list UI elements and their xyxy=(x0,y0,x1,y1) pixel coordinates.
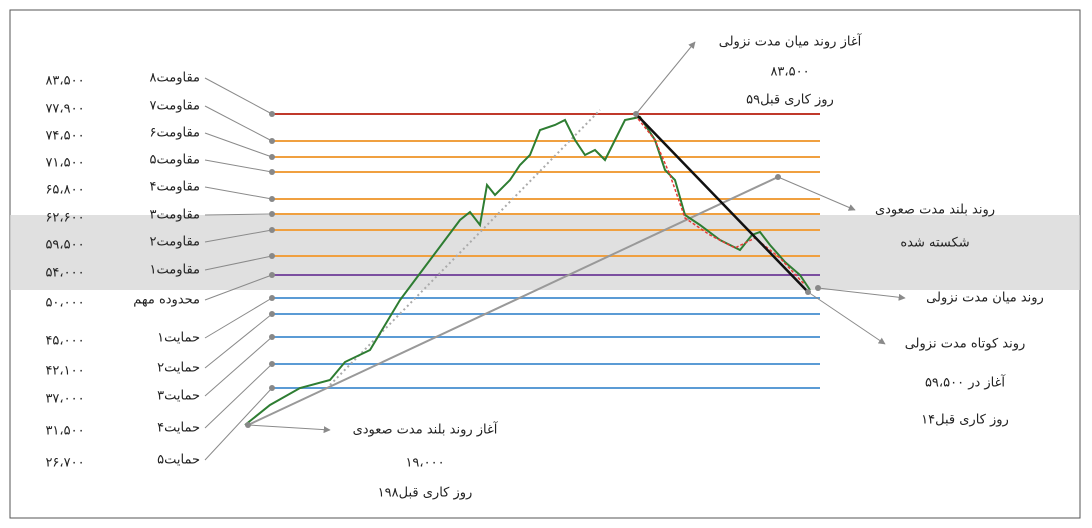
connector xyxy=(204,363,273,429)
connector xyxy=(204,387,273,461)
level-label: مقاومت۲ xyxy=(150,235,201,250)
connector-dot xyxy=(269,311,275,317)
level-value: ۶۲،۶۰۰ xyxy=(45,211,84,226)
annotation-text: ۱۹،۰۰۰ xyxy=(405,456,444,471)
annotation-text: ۸۳،۵۰۰ xyxy=(770,65,809,80)
connector-dot xyxy=(269,211,275,217)
connector xyxy=(204,274,273,301)
connector xyxy=(204,186,273,200)
connector xyxy=(204,132,273,158)
level-label: مقاومت۴ xyxy=(150,180,201,195)
level-value: ۸۳،۵۰۰ xyxy=(45,74,84,89)
annotation-text: آغاز در ۵۹،۵۰۰ xyxy=(925,374,1006,391)
annotation-text: آغاز روند بلند مدت صعودی xyxy=(353,421,499,438)
level-label: حمایت۳ xyxy=(157,389,200,404)
level-value: ۳۷،۰۰۰ xyxy=(45,392,84,407)
level-value: ۴۵،۰۰۰ xyxy=(45,334,84,349)
connector-dot xyxy=(269,334,275,340)
connector-dot xyxy=(269,169,275,175)
arrow xyxy=(817,287,906,301)
connector xyxy=(204,77,273,115)
annotation-text: روند بلند مدت صعودی xyxy=(875,203,995,218)
level-label: مقاومت۸ xyxy=(150,71,201,86)
level-value: ۷۴،۵۰۰ xyxy=(45,129,84,144)
level-label: مقاومت۷ xyxy=(150,99,201,114)
connector-dot xyxy=(269,272,275,278)
arrow xyxy=(807,291,886,345)
dotted-trend-line xyxy=(329,109,601,386)
watermark-band xyxy=(10,215,1080,290)
connector xyxy=(204,313,273,369)
arrow xyxy=(777,176,856,211)
connector-dot xyxy=(269,111,275,117)
connector xyxy=(204,213,273,216)
annotation-text: ۱۴روز کاری قبل xyxy=(921,413,1009,428)
level-value: ۶۵،۸۰۰ xyxy=(45,183,84,198)
connector xyxy=(204,336,273,397)
level-label: مقاومت۱ xyxy=(150,263,201,278)
level-value: ۲۶،۷۰۰ xyxy=(45,456,84,471)
connector-dot xyxy=(269,295,275,301)
level-label: مقاومت۵ xyxy=(150,153,201,168)
connector-dot xyxy=(269,227,275,233)
connector-dot xyxy=(269,385,275,391)
arrow xyxy=(247,424,331,434)
connector-dot xyxy=(269,361,275,367)
level-label: حمایت۵ xyxy=(157,453,200,468)
level-label: محدوده مهم xyxy=(133,293,200,308)
connector-dot xyxy=(269,196,275,202)
level-value: ۷۷،۹۰۰ xyxy=(45,102,84,117)
connector xyxy=(204,105,273,142)
level-value: ۵۰،۰۰۰ xyxy=(45,296,84,311)
level-value: ۴۲،۱۰۰ xyxy=(45,364,84,379)
price-path-red xyxy=(634,114,806,286)
level-label: مقاومت۶ xyxy=(150,126,201,141)
mid-down-trend xyxy=(635,113,809,293)
level-label: حمایت۲ xyxy=(157,361,200,376)
connector-dot xyxy=(269,253,275,259)
connector xyxy=(204,297,273,339)
annotation-text: روند میان مدت نزولی xyxy=(926,291,1044,306)
level-value: ۷۱،۵۰۰ xyxy=(45,156,84,171)
connector-dot xyxy=(269,138,275,144)
level-label: حمایت۱ xyxy=(157,331,200,346)
connector-dot xyxy=(269,154,275,160)
level-value: ۳۱،۵۰۰ xyxy=(45,424,84,439)
annotation-text: ۱۹۸روز کاری قبل xyxy=(378,486,473,501)
connector xyxy=(204,229,273,243)
level-value: ۵۴،۰۰۰ xyxy=(45,266,84,281)
connector xyxy=(204,255,273,271)
annotation-text: ۵۹روز کاری قبل xyxy=(746,93,834,108)
arrow xyxy=(635,41,696,115)
level-label: حمایت۴ xyxy=(157,421,200,436)
annotation-text: روند کوتاه مدت نزولی xyxy=(905,337,1026,352)
connector xyxy=(204,159,273,173)
level-label: مقاومت۳ xyxy=(150,208,201,223)
level-value: ۵۹،۵۰۰ xyxy=(45,238,84,253)
annotation-text: شکسته شده xyxy=(900,236,969,251)
annotation-text: آغاز روند میان مدت نزولی xyxy=(719,33,863,50)
